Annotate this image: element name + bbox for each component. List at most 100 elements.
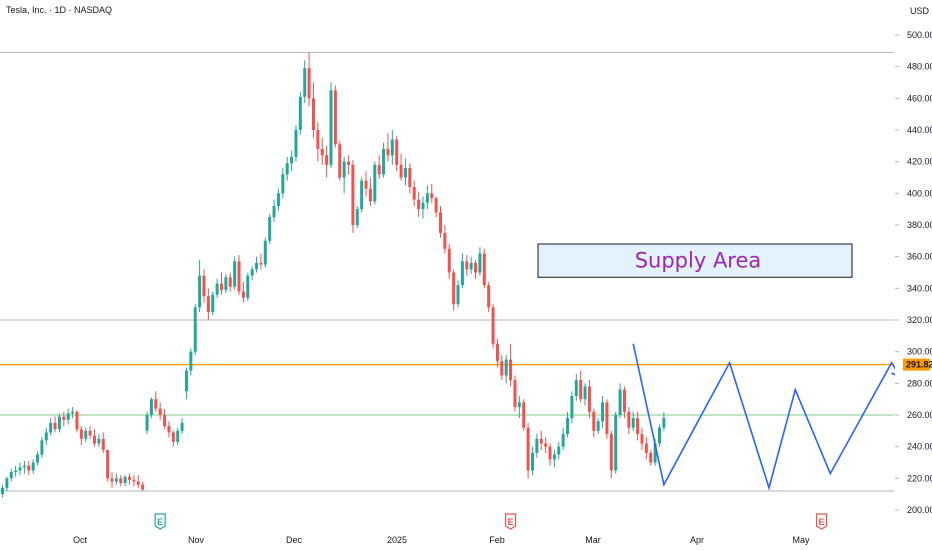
candle-body: [259, 263, 263, 265]
candle: [469, 256, 473, 275]
candle: [154, 391, 158, 412]
candle: [636, 411, 640, 441]
candle-body: [97, 438, 101, 444]
candle-body: [276, 193, 280, 206]
candle-body: [539, 438, 543, 444]
candle-body: [9, 472, 13, 479]
candle-body: [403, 168, 407, 178]
candle-body: [434, 198, 438, 213]
candle: [106, 449, 110, 482]
candle-body: [40, 440, 44, 455]
candle: [75, 410, 79, 433]
candle: [333, 85, 337, 148]
y-tick-label: 220.00: [907, 473, 932, 483]
candle: [618, 383, 622, 419]
x-tick-label: Oct: [73, 535, 88, 545]
candle-body: [49, 422, 53, 433]
candle-body: [298, 96, 302, 130]
candle-body: [281, 174, 285, 194]
candle-body: [198, 275, 202, 308]
candle: [202, 269, 206, 303]
candle: [259, 253, 263, 270]
candle: [276, 188, 280, 211]
y-tick-label: 320.00: [907, 315, 932, 325]
candle-body: [141, 484, 145, 490]
candle: [368, 177, 372, 206]
candle: [548, 443, 552, 466]
candle: [167, 421, 171, 438]
candle-body: [154, 399, 158, 409]
candle: [215, 278, 219, 298]
candle-body: [246, 275, 250, 298]
earnings-marker-shape: [154, 513, 166, 530]
candle-body: [84, 430, 88, 439]
candle-body: [237, 261, 241, 292]
candle-body: [5, 478, 9, 488]
candle: [373, 161, 377, 205]
candle: [298, 92, 302, 135]
candle-body: [649, 453, 653, 463]
candle-body: [509, 359, 513, 381]
candle: [97, 434, 101, 447]
candle-body: [123, 476, 127, 484]
candle-body: [18, 467, 22, 471]
candle-body: [88, 430, 92, 436]
y-tick-label: 380.00: [907, 220, 932, 230]
candle-body: [163, 415, 167, 427]
candle-body: [596, 421, 600, 431]
earnings-marker[interactable]: E: [815, 513, 828, 530]
candle-body: [522, 402, 526, 428]
candle: [290, 150, 294, 172]
candle: [478, 247, 482, 276]
candle: [434, 196, 438, 218]
supply-area-box[interactable]: [537, 243, 853, 278]
candle: [110, 472, 114, 488]
y-tick-label: 500.00: [907, 30, 932, 40]
candle: [294, 125, 298, 162]
candle-body: [456, 285, 460, 305]
candle: [22, 460, 26, 474]
price-axis[interactable]: 200.00 220.00 240.00 260.00 280.00 300.00 320.…: [895, 0, 932, 550]
candle: [390, 130, 394, 165]
x-tick-label: Nov: [188, 535, 205, 545]
candle: [79, 426, 83, 446]
candle-body: [110, 478, 114, 482]
candle-body: [176, 430, 180, 442]
candle-body: [601, 402, 605, 422]
candle: [255, 256, 259, 273]
candle: [491, 304, 495, 349]
candle: [49, 418, 53, 436]
time-axis[interactable]: Oct Nov Dec 2025 Feb Mar Apr May: [73, 535, 810, 545]
candle-body: [491, 307, 495, 344]
candle: [530, 446, 534, 476]
candle: [425, 185, 429, 210]
candle: [114, 473, 118, 485]
candle: [158, 402, 162, 420]
candle-body: [395, 139, 399, 165]
candle-body: [114, 478, 118, 482]
x-tick-label: Mar: [585, 535, 601, 545]
candle-body: [228, 277, 232, 287]
candle-body: [62, 416, 66, 420]
zigzag-line[interactable]: [632, 343, 902, 491]
candle-body: [290, 156, 294, 164]
candle: [544, 437, 548, 453]
candle-body: [640, 434, 644, 444]
candle: [430, 183, 434, 203]
candle: [263, 237, 267, 268]
candle: [27, 460, 31, 476]
candle-body: [386, 149, 390, 156]
candle: [316, 122, 320, 162]
earnings-marker[interactable]: E: [154, 513, 166, 530]
candle: [495, 339, 499, 368]
earnings-marker[interactable]: E: [504, 513, 517, 530]
candle: [627, 407, 631, 434]
candle: [561, 427, 565, 450]
supply-area[interactable]: Supply Area: [537, 243, 853, 278]
candle-body: [66, 413, 70, 420]
candle: [338, 141, 342, 181]
candle: [237, 255, 241, 295]
candle: [228, 272, 232, 292]
candle: [149, 397, 153, 419]
